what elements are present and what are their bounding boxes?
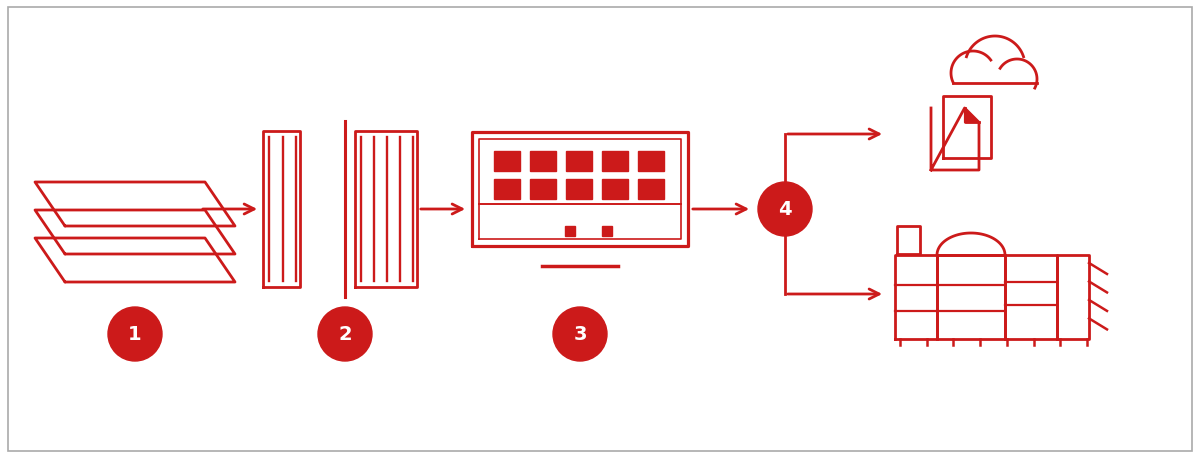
Polygon shape [566, 152, 593, 172]
Polygon shape [565, 226, 575, 236]
Text: 2: 2 [338, 325, 352, 344]
Circle shape [318, 308, 372, 361]
Polygon shape [602, 226, 612, 236]
Polygon shape [530, 179, 557, 199]
Circle shape [758, 183, 812, 236]
Text: 3: 3 [574, 325, 587, 344]
Text: 1: 1 [128, 325, 142, 344]
Polygon shape [530, 152, 557, 172]
Polygon shape [494, 179, 521, 199]
Polygon shape [965, 109, 979, 123]
Polygon shape [602, 179, 629, 199]
Circle shape [108, 308, 162, 361]
Polygon shape [638, 179, 665, 199]
Polygon shape [566, 179, 593, 199]
Polygon shape [638, 152, 665, 172]
Polygon shape [494, 152, 521, 172]
Circle shape [553, 308, 607, 361]
Polygon shape [602, 152, 629, 172]
Text: 4: 4 [778, 200, 792, 219]
